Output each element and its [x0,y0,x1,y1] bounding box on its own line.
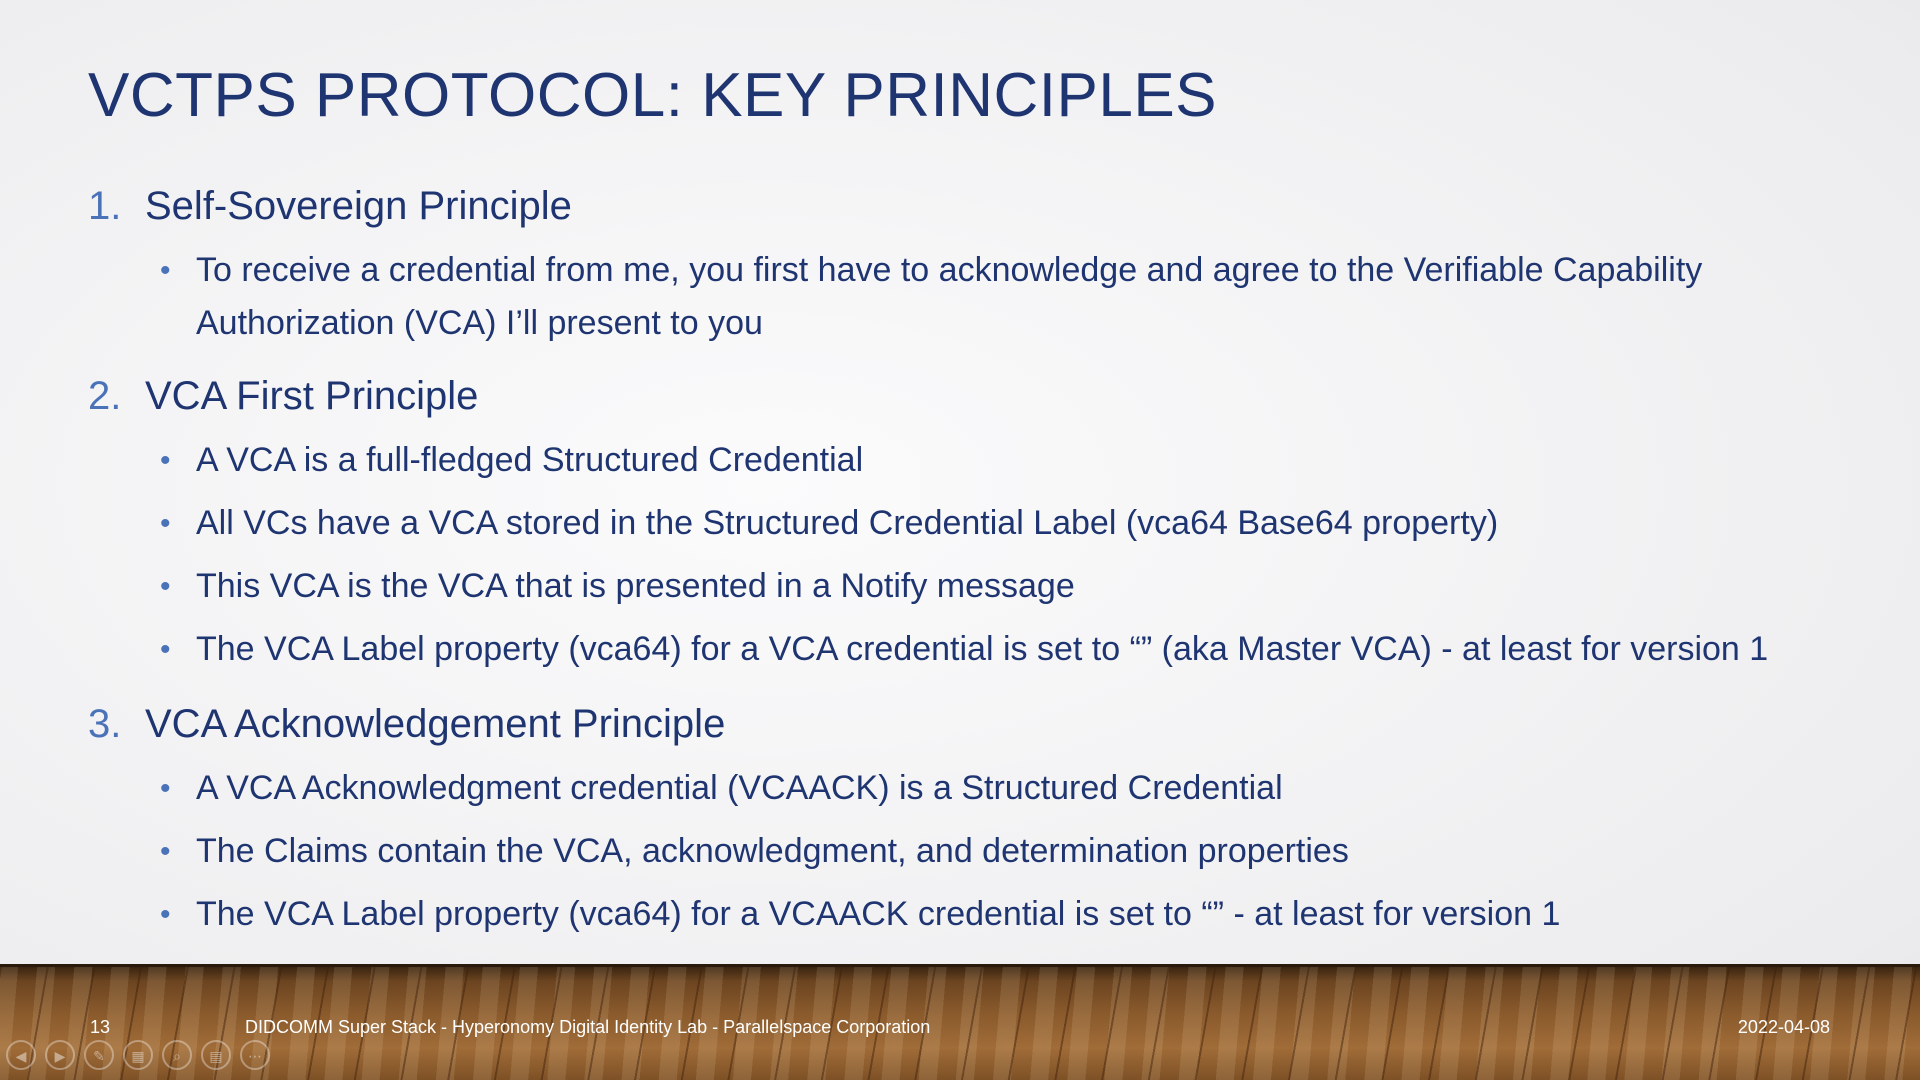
principle-heading: 1. Self-Sovereign Principle [88,178,1888,234]
principle-heading: 3. VCA Acknowledgement Principle [88,696,1888,752]
principle-title: VCA Acknowledgement Principle [145,702,726,746]
principle-section-1: 1. Self-Sovereign Principle To receive a… [88,178,1888,350]
bullet-item: All VCs have a VCA stored in the Structu… [88,497,1888,550]
bullet-item: To receive a credential from me, you fir… [88,244,1756,350]
principle-title: VCA First Principle [145,374,479,418]
bullet-list: A VCA is a full-fledged Structured Crede… [88,434,1888,676]
zoom-icon[interactable]: ⌕ [162,1040,192,1070]
footer-date: 2022-04-08 [1737,1017,1830,1037]
subtitles-icon[interactable]: ▤ [201,1040,231,1070]
principle-number: 1. [88,184,122,228]
principle-section-3: 3. VCA Acknowledgement Principle A VCA A… [88,696,1888,941]
bullet-list: A VCA Acknowledgment credential (VCAACK)… [88,762,1888,941]
presenter-controls: ◀ ▶ ✎ ▦ ⌕ ▤ ⋯ [6,1040,270,1070]
wood-floor-footer: 13 DIDCOMM Super Stack - Hyperonomy Digi… [0,964,1920,1080]
slide-number: 13 [90,1017,111,1037]
bullet-list: To receive a credential from me, you fir… [88,244,1888,350]
principle-heading: 2. VCA First Principle [88,368,1888,424]
bullet-item: The VCA Label property (vca64) for a VCA… [88,888,1888,941]
principle-title: Self-Sovereign Principle [145,184,572,228]
slide-content: 1. Self-Sovereign Principle To receive a… [88,178,1888,941]
principle-section-2: 2. VCA First Principle A VCA is a full-f… [88,368,1888,676]
principle-number: 2. [88,374,122,418]
slide-title: VCTPS PROTOCOL: KEY PRINCIPLES [88,61,1218,130]
previous-slide-icon[interactable]: ◀ [6,1040,36,1070]
footer-title: DIDCOMM Super Stack - Hyperonomy Digital… [245,1017,931,1037]
see-all-slides-icon[interactable]: ▦ [123,1040,153,1070]
next-slide-icon[interactable]: ▶ [45,1040,75,1070]
principle-number: 3. [88,702,122,746]
bullet-item: The VCA Label property (vca64) for a VCA… [88,623,1888,676]
bullet-item: This VCA is the VCA that is presented in… [88,560,1888,613]
pen-icon[interactable]: ✎ [84,1040,114,1070]
more-options-icon[interactable]: ⋯ [240,1040,270,1070]
bullet-item: A VCA Acknowledgment credential (VCAACK)… [88,762,1888,815]
bullet-item: The Claims contain the VCA, acknowledgme… [88,825,1888,878]
bullet-item: A VCA is a full-fledged Structured Crede… [88,434,1888,487]
